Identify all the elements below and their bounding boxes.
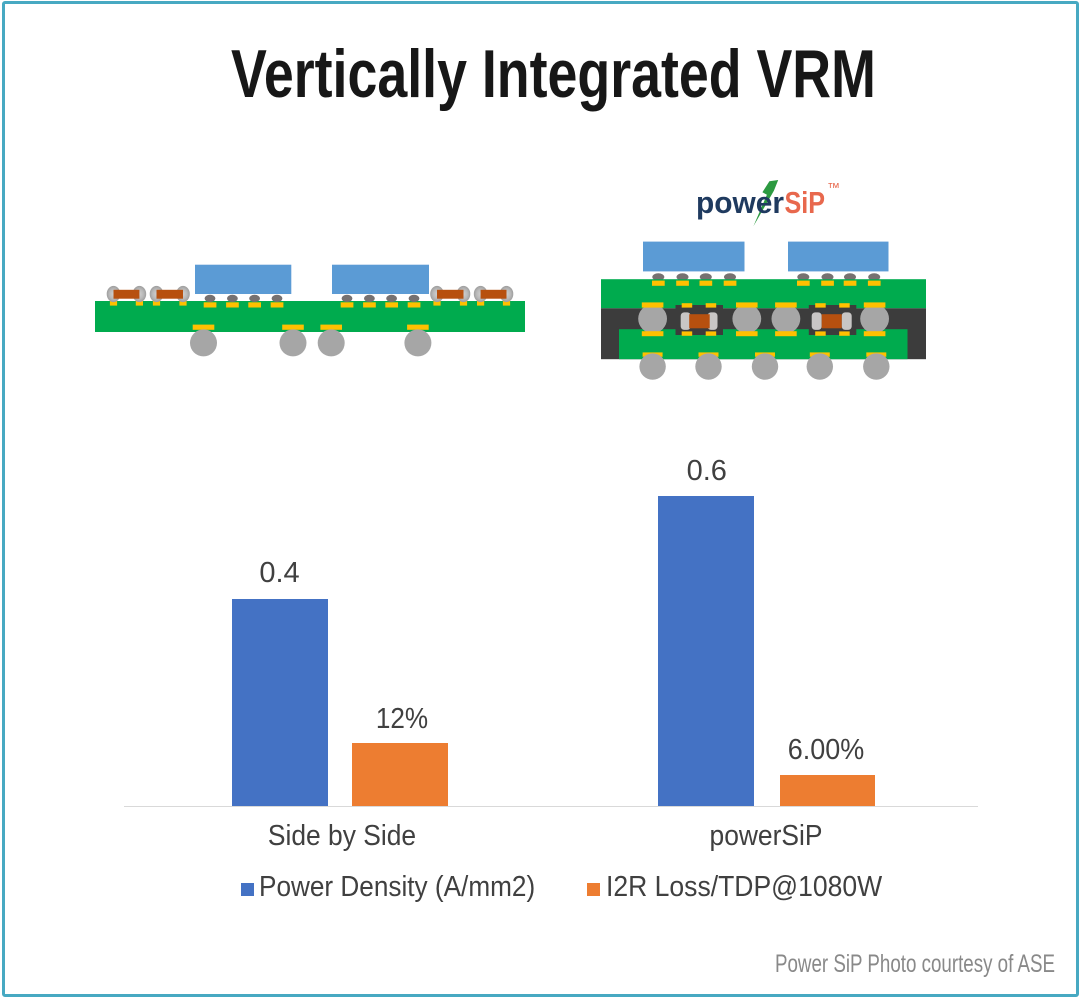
svg-text:SiP: SiP <box>785 185 826 220</box>
svg-text:™: ™ <box>827 180 840 195</box>
svg-text:power: power <box>696 185 784 220</box>
